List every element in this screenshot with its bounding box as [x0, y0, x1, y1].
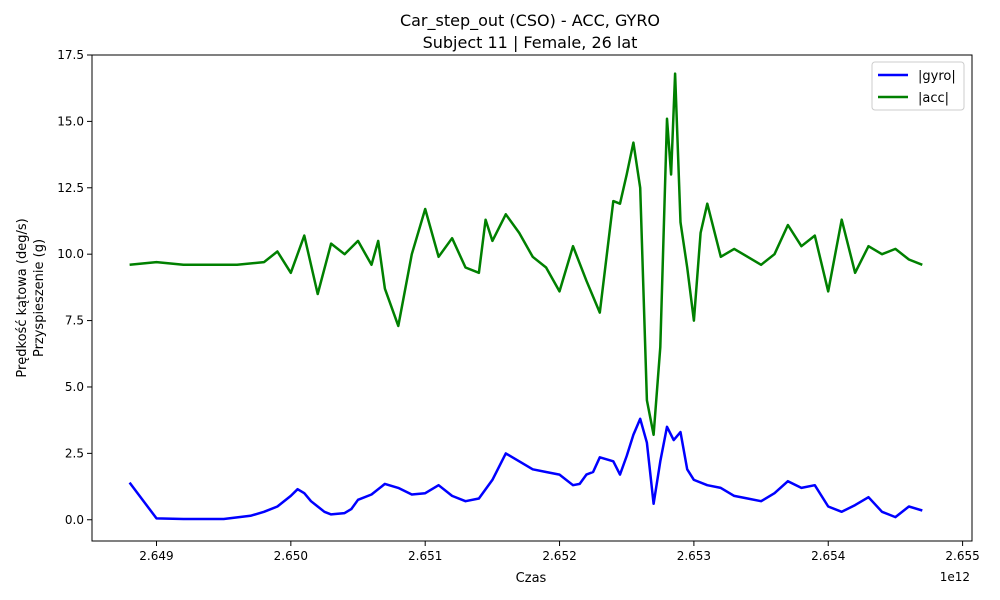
legend-label-acc: |acc|: [918, 91, 949, 106]
x-tick-label: 2.655: [945, 549, 979, 563]
y-axis-ticks: 0.0 2.5 5.0 7.5 10.0 12.5 15.0 17.5: [57, 48, 92, 527]
x-tick-label: 2.654: [811, 549, 845, 563]
x-axis-ticks: 2.649 2.650 2.651 2.652 2.653 2.654 2.655: [139, 541, 980, 563]
x-tick-label: 2.651: [408, 549, 442, 563]
y-tick-label: 7.5: [65, 314, 84, 328]
plot-area: [92, 55, 972, 541]
legend-label-gyro: |gyro|: [918, 69, 956, 84]
chart-subtitle: Subject 11 | Female, 26 lat: [423, 33, 638, 52]
y-tick-label: 5.0: [65, 380, 84, 394]
y-axis-label-line1: Prędkość kątowa (deg/s): [15, 218, 30, 377]
plot-frame: [91, 54, 973, 542]
x-tick-label: 2.653: [677, 549, 711, 563]
x-offset-label: 1e12: [940, 570, 970, 584]
series-line-gyro: [128, 417, 923, 521]
y-tick-label: 17.5: [57, 48, 84, 62]
legend: |gyro| |acc|: [871, 61, 965, 111]
x-tick-label: 2.649: [139, 549, 173, 563]
x-axis-label: Czas: [516, 571, 547, 586]
y-axis-label-line2: Przyspieszenie (g): [32, 239, 47, 357]
x-tick-label: 2.652: [542, 549, 576, 563]
y-tick-label: 15.0: [57, 114, 84, 128]
y-tick-label: 2.5: [65, 446, 84, 460]
chart-title: Car_step_out (CSO) - ACC, GYRO: [400, 11, 660, 31]
y-tick-label: 12.5: [57, 181, 84, 195]
y-tick-label: 0.0: [65, 513, 84, 527]
series-line-acc: [129, 72, 923, 437]
series-lines: [128, 72, 923, 521]
y-tick-label: 10.0: [57, 247, 84, 261]
x-tick-label: 2.650: [274, 549, 308, 563]
